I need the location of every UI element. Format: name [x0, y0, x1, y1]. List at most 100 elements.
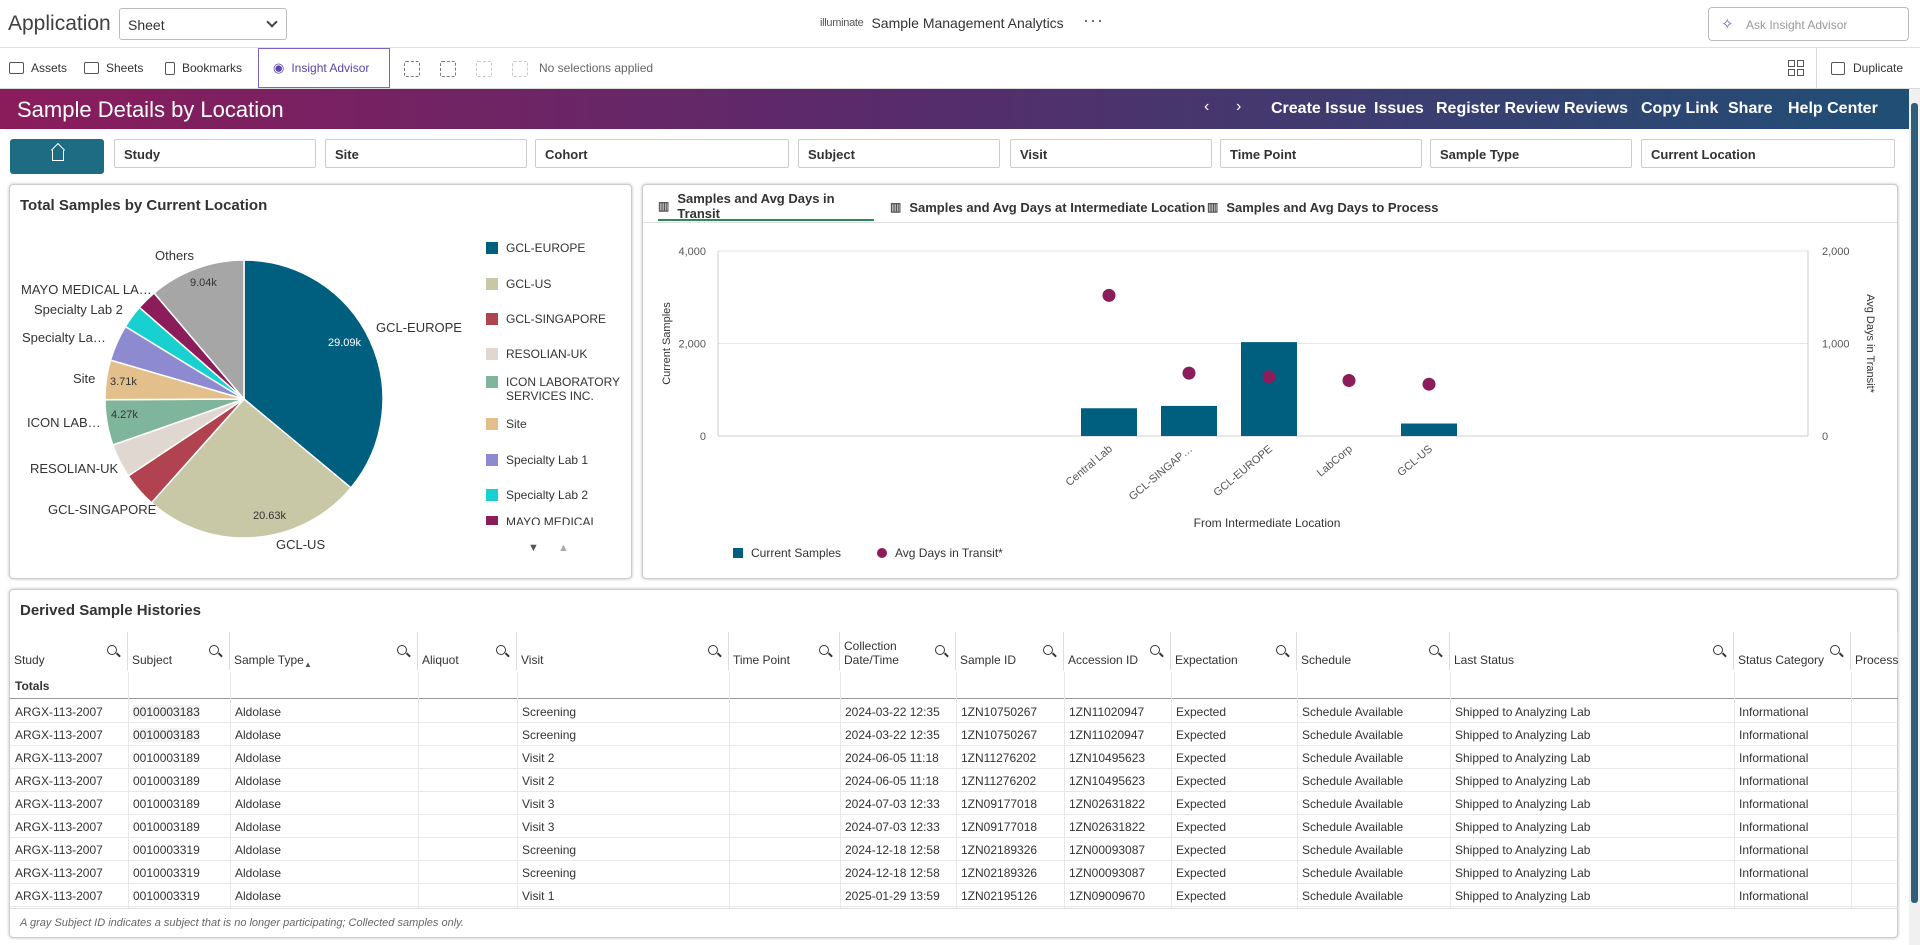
column-header[interactable]: Last Status — [1450, 632, 1734, 670]
previous-sheet-icon[interactable]: ‹ — [1204, 98, 1210, 115]
filter-cohort[interactable]: Cohort — [535, 139, 789, 168]
tab-avg-days-transit[interactable]: ▥ Samples and Avg Days in Transit — [658, 191, 874, 221]
search-icon[interactable] — [496, 645, 506, 655]
next-sheet-icon[interactable]: › — [1236, 98, 1242, 115]
column-header[interactable]: Aliquot — [418, 632, 517, 670]
legend-item[interactable]: Specialty Lab 2 — [486, 488, 626, 502]
help-center-link[interactable]: Help Center — [1788, 100, 1878, 117]
legend-item[interactable]: MAYO MEDICAL LABS- — [486, 515, 626, 525]
table-row[interactable]: ARGX-113-2007 0010003183 Aldolase Screening… — [10, 700, 1898, 723]
clear-selections-icon[interactable] — [512, 61, 528, 77]
column-header[interactable]: Status Category — [1734, 632, 1851, 670]
search-icon[interactable] — [1429, 645, 1439, 655]
create-issue-link[interactable]: Create Issue — [1271, 100, 1367, 117]
grid-icon[interactable] — [1788, 60, 1804, 76]
copy-link-link[interactable]: Copy Link — [1641, 100, 1719, 117]
legend-item[interactable]: GCL-SINGAPORE — [486, 312, 626, 326]
search-icon[interactable] — [209, 645, 219, 655]
table-row[interactable]: ARGX-113-2007 0010003189 Aldolase Visit 2 20… — [10, 769, 1898, 792]
tab-avg-days-process[interactable]: ▥ Samples and Avg Days to Process — [1207, 193, 1439, 221]
column-header[interactable]: Subject — [128, 632, 230, 670]
table-cell: 0010003319 — [133, 843, 200, 857]
sheet-select[interactable]: Sheet — [119, 8, 287, 40]
search-icon[interactable] — [708, 645, 718, 655]
table-row[interactable]: ARGX-113-2007 0010003189 Aldolase Visit 3 20… — [10, 792, 1898, 815]
pie-slice-gcl-europe[interactable] — [243, 259, 384, 489]
issues-link[interactable]: Issues — [1374, 100, 1424, 117]
pie-slice-gcl-us[interactable] — [150, 397, 352, 539]
search-icon[interactable] — [1150, 645, 1160, 655]
vertical-scrollbar[interactable] — [1909, 89, 1920, 945]
smart-search-icon[interactable] — [404, 61, 420, 77]
legend-scroll-down-icon[interactable]: ▼ — [528, 542, 539, 554]
legend-item[interactable]: Specialty Lab 1 — [486, 453, 626, 467]
filter-sample-type[interactable]: Sample Type — [1430, 139, 1632, 168]
legend-item[interactable]: Site — [486, 417, 626, 431]
sheets-button[interactable]: Sheets — [84, 48, 143, 88]
search-icon[interactable] — [819, 645, 829, 655]
column-header[interactable]: Study — [10, 632, 128, 670]
insight-advisor-button[interactable]: ◉ Insight Advisor — [258, 48, 390, 88]
legend-item[interactable]: RESOLIAN-UK — [486, 347, 626, 361]
filter-site[interactable]: Site — [325, 139, 527, 168]
column-header[interactable]: Expectation — [1171, 632, 1297, 670]
column-header[interactable]: Collection Date/Time — [840, 632, 956, 670]
more-options-icon[interactable]: ··· — [1083, 10, 1104, 30]
assets-button[interactable]: Assets — [9, 48, 67, 88]
search-icon[interactable] — [1043, 645, 1053, 655]
selections-tool-icon[interactable] — [440, 61, 456, 77]
tab-avg-days-intermediate[interactable]: ▥ Samples and Avg Days at Intermediate Lo… — [890, 193, 1205, 221]
search-icon[interactable] — [1713, 645, 1723, 655]
table-row[interactable]: ARGX-113-2007 0010003319 Aldolase Screening… — [10, 838, 1898, 861]
column-header[interactable]: Accession ID — [1064, 632, 1171, 670]
table-cell: Aldolase — [235, 843, 282, 857]
table-row[interactable]: ARGX-113-2007 0010003189 Aldolase Visit 3 20… — [10, 815, 1898, 838]
table-row[interactable]: ARGX-113-2007 0010003319 Aldolase Visit 1 20… — [10, 884, 1898, 907]
filter-visit[interactable]: Visit — [1010, 139, 1212, 168]
duplicate-button[interactable]: Duplicate — [1816, 48, 1920, 88]
column-header[interactable]: Time Point — [729, 632, 840, 670]
table-row[interactable]: ARGX-113-2007 0010003189 Aldolase Visit 2 20… — [10, 746, 1898, 769]
legend-scroll-up-icon[interactable]: ▲ — [558, 542, 569, 554]
search-icon[interactable] — [1830, 645, 1840, 655]
register-review-link[interactable]: Register Review — [1436, 100, 1560, 117]
column-header[interactable]: Visit — [517, 632, 729, 670]
reviews-link[interactable]: Reviews — [1564, 100, 1629, 117]
legend-item[interactable]: ICON LABORATORY SERVICES INC. — [486, 375, 626, 403]
tab-label: Samples and Avg Days at Intermediate Loc… — [909, 199, 1206, 215]
table-cell: Aldolase — [235, 820, 282, 834]
y-axis-title: Current Samples — [661, 302, 673, 385]
home-button[interactable] — [10, 139, 104, 174]
table-cell: 1ZN09009670 — [1069, 889, 1146, 903]
column-header-label: Schedule — [1301, 653, 1352, 667]
ask-insight-advisor-input[interactable]: ✧ Ask Insight Advisor — [1708, 7, 1909, 41]
filter-current-location[interactable]: Current Location — [1641, 139, 1895, 168]
table-cell: Informational — [1739, 820, 1809, 834]
legend-item[interactable]: GCL-US — [486, 277, 626, 291]
pie-slice-others[interactable] — [153, 259, 245, 402]
scrollbar-thumb[interactable] — [1911, 103, 1918, 903]
search-icon[interactable] — [107, 645, 117, 655]
table-cell: Expected — [1176, 728, 1227, 742]
legend-swatch — [486, 454, 498, 466]
table-cell: Shipped to Analyzing Lab — [1455, 843, 1591, 857]
table-row[interactable]: ARGX-113-2007 0010003183 Aldolase Screening… — [10, 723, 1898, 746]
bookmarks-button[interactable]: Bookmarks — [165, 48, 242, 88]
filter-time-point[interactable]: Time Point — [1220, 139, 1422, 168]
search-icon[interactable] — [935, 645, 945, 655]
table-cell: 0010003183 — [133, 728, 200, 742]
column-header[interactable]: Sample ID — [956, 632, 1064, 670]
table-row[interactable]: ARGX-113-2007 0010003319 Aldolase Screening… — [10, 861, 1898, 884]
dot-0 — [1102, 288, 1116, 302]
filter-subject[interactable]: Subject — [798, 139, 1000, 168]
filter-study[interactable]: Study — [114, 139, 316, 168]
column-header[interactable]: Schedule — [1297, 632, 1450, 670]
share-link[interactable]: Share — [1728, 100, 1773, 117]
column-header[interactable]: Process — [1851, 632, 1898, 670]
search-icon[interactable] — [397, 645, 407, 655]
column-header[interactable]: Sample Type ▲ — [230, 632, 418, 670]
step-forward-icon[interactable] — [476, 61, 492, 77]
table-cell: Informational — [1739, 774, 1809, 788]
search-icon[interactable] — [1276, 645, 1286, 655]
legend-item[interactable]: GCL-EUROPE — [486, 241, 626, 255]
